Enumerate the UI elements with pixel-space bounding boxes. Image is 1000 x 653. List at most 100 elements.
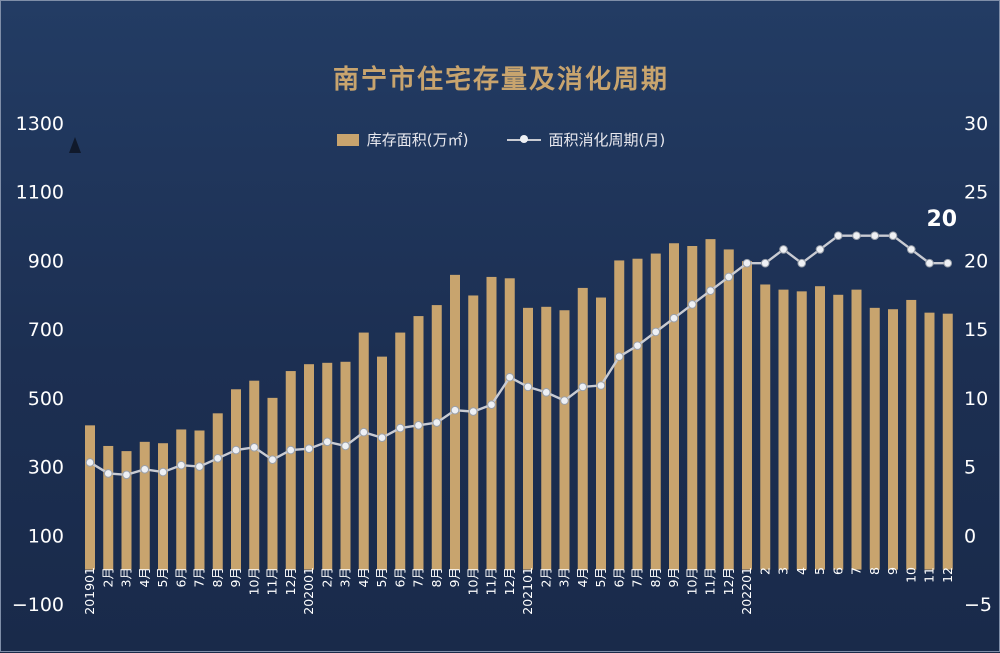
x-tick-label: 7月 <box>411 567 426 587</box>
bar-inventory <box>760 284 771 570</box>
line-point <box>724 272 734 282</box>
x-tick-label: 6月 <box>173 567 188 587</box>
x-tick-label: 11 <box>922 567 937 583</box>
bar-inventory <box>504 278 515 570</box>
x-tick-label: 9月 <box>447 567 462 587</box>
bar-inventory <box>851 289 862 570</box>
bar-inventory <box>340 361 351 570</box>
line-point <box>706 286 715 295</box>
bar-inventory <box>395 332 406 570</box>
x-tick-label: 12 <box>940 567 955 583</box>
x-tick-label: 10月 <box>246 567 261 595</box>
bar-inventory <box>176 429 187 570</box>
annotation-label: 20 <box>926 207 957 232</box>
line-point <box>651 327 661 337</box>
line-point <box>541 388 551 397</box>
line-point <box>468 407 478 416</box>
x-tick-label: 2月 <box>100 567 115 587</box>
bar-inventory <box>285 371 296 570</box>
left-axis-arrow <box>69 137 81 153</box>
line-point <box>797 258 807 268</box>
x-tick-label: 11月 <box>265 567 280 595</box>
line-point <box>633 341 642 350</box>
bar-inventory <box>139 441 150 570</box>
x-tick-label: 8月 <box>210 567 225 587</box>
bar-inventory <box>541 306 552 570</box>
x-tick-label: 3月 <box>119 567 134 587</box>
x-tick-label: 8月 <box>648 567 663 587</box>
chart-title: 南宁市住宅存量及消化周期 <box>332 65 669 95</box>
x-tick-label: 11月 <box>484 567 499 595</box>
bar-inventory <box>742 261 752 570</box>
line-point <box>906 245 916 254</box>
x-tick-label: 7月 <box>630 567 645 587</box>
x-tick-label: 5月 <box>593 567 608 587</box>
x-tick-label: 8 <box>867 567 882 575</box>
line-point <box>249 443 259 452</box>
bar-inventory <box>103 445 114 570</box>
line-point <box>833 231 843 240</box>
line-point <box>85 458 95 467</box>
line-point <box>103 469 113 478</box>
legend-line-label: 面积消化周期(月) <box>548 131 666 149</box>
x-tick-label: 10月 <box>465 567 480 595</box>
bar-inventory <box>596 297 606 570</box>
bar-inventory <box>559 310 570 570</box>
y-right-tick-label: 10 <box>964 388 988 410</box>
bar-inventory <box>523 307 533 570</box>
y-left-tick-label: 1100 <box>16 182 64 204</box>
bar-inventory <box>85 425 95 570</box>
x-tick-label: 202001 <box>301 567 316 615</box>
x-tick-label: 5月 <box>155 567 170 587</box>
legend-bar-swatch <box>336 133 359 146</box>
line-point <box>870 231 880 240</box>
y-right-tick-label: 30 <box>964 113 988 135</box>
y-left-tick-label: 300 <box>28 457 64 479</box>
y-left-tick-label: 100 <box>28 525 64 547</box>
y-right-tick-label: 20 <box>964 250 988 272</box>
line-point <box>523 382 533 392</box>
x-tick-label: 2月 <box>538 567 553 587</box>
x-tick-label: 4 <box>794 567 809 575</box>
line-point <box>359 427 369 437</box>
x-tick-label: 4月 <box>137 567 152 587</box>
bar-inventory <box>267 397 278 570</box>
bar-inventory <box>231 389 241 570</box>
bar-inventory <box>304 364 314 570</box>
bar-inventory <box>833 294 844 570</box>
bar-inventory <box>888 309 898 570</box>
bar-inventory <box>942 313 953 570</box>
line-point <box>176 460 186 470</box>
bar-inventory <box>815 286 825 570</box>
line-point <box>213 454 223 463</box>
line-point <box>341 441 350 451</box>
line-point <box>432 418 442 427</box>
x-tick-label: 7 <box>849 567 864 575</box>
bar-inventory <box>431 305 442 570</box>
x-tick-label: 11月 <box>703 567 718 595</box>
x-tick-label: 10月 <box>684 567 699 595</box>
bar-inventory <box>906 299 917 570</box>
line-point <box>669 313 679 323</box>
line-point <box>286 445 296 455</box>
bar-inventory <box>322 362 333 570</box>
x-tick-label: 5月 <box>374 567 389 587</box>
bar-inventory <box>413 316 424 570</box>
x-tick-label: 10 <box>903 567 918 583</box>
line-point <box>779 245 788 254</box>
line-point <box>231 445 241 455</box>
line-point <box>304 444 314 454</box>
y-left-tick-label: 900 <box>28 250 64 272</box>
legend-line-swatch <box>506 134 541 143</box>
bar-inventory <box>486 276 497 570</box>
legend-item-bar: 库存面积(万㎡) <box>336 129 469 150</box>
x-tick-label: 202201 <box>739 567 754 615</box>
bar-inventory <box>377 356 387 570</box>
bar-inventory <box>358 332 369 570</box>
y-right-tick-label: 25 <box>964 182 988 204</box>
y-right-tick-label: 5 <box>964 457 976 479</box>
line-point <box>687 300 697 309</box>
line-point <box>925 258 934 268</box>
bar-inventory <box>924 312 935 570</box>
